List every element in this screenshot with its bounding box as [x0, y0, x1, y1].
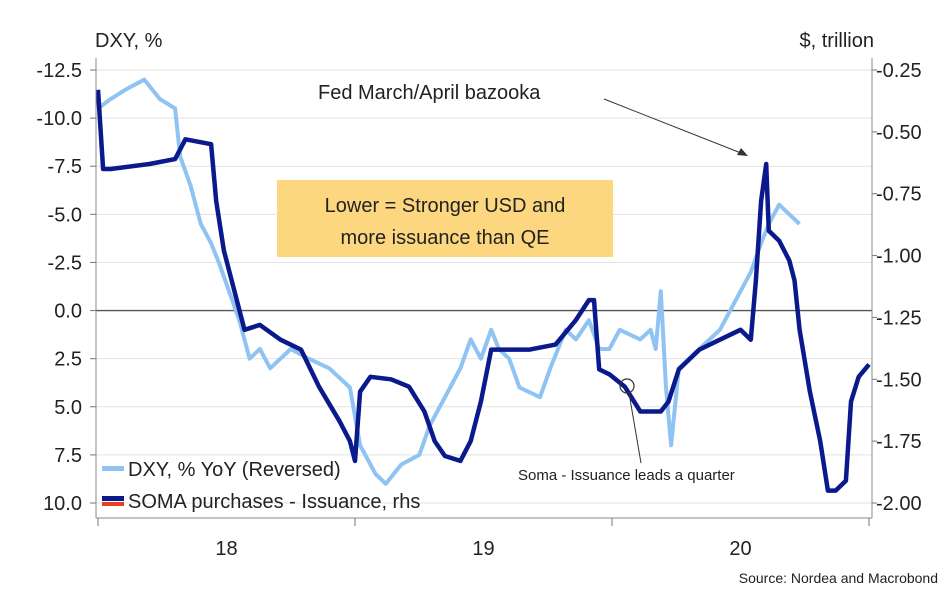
left-axis-label: DXY, %: [95, 30, 163, 52]
soma-annotation: Soma - Issuance leads a quarter: [518, 467, 735, 484]
x-tick-label: 18: [215, 538, 237, 560]
left-tick-label: -7.5: [48, 156, 82, 178]
left-tick-label: 7.5: [54, 445, 82, 467]
annotation-box-line-1: Lower = Stronger USD and: [325, 195, 566, 217]
right-tick-label: -1.25: [876, 307, 922, 329]
legend-swatch-dxy: [102, 466, 124, 471]
bazooka-arrowhead: [737, 148, 748, 156]
left-tick-label: -5.0: [48, 204, 82, 226]
legend-label-dxy: DXY, % YoY (Reversed): [128, 459, 341, 481]
left-tick-label: -12.5: [36, 60, 82, 82]
right-tick-label: -0.25: [876, 60, 922, 82]
soma-annotation-line: [628, 392, 642, 464]
left-tick-label: 0.0: [54, 301, 82, 323]
right-tick-label: -2.00: [876, 493, 922, 515]
legend-label-soma: SOMA purchases - Issuance, rhs: [128, 491, 420, 513]
left-tick-label: 10.0: [43, 493, 82, 515]
gridlines: [96, 69, 872, 504]
source-note: Source: Nordea and Macrobond: [739, 570, 938, 586]
bazooka-arrow: [603, 98, 747, 156]
right-tick-label: -0.75: [876, 184, 922, 206]
soma-line: [95, 89, 871, 493]
legend-swatch-soma: [102, 496, 124, 501]
right-tick-label: -1.50: [876, 369, 922, 391]
right-tick-label: -0.50: [876, 122, 922, 144]
x-tick-label: 20: [729, 538, 751, 560]
left-tick-label: 5.0: [54, 397, 82, 419]
legend: DXY, % YoY (Reversed) SOMA purchases - I…: [102, 459, 420, 513]
annotation-box-line-2: more issuance than QE: [341, 227, 550, 249]
dxy-line: [96, 77, 801, 486]
legend-swatch-red: [102, 502, 124, 506]
annotation-box: [277, 180, 613, 257]
x-tick-label: 19: [472, 538, 494, 560]
axes: -12.5 -10.0 -7.5 -5.0 -2.5 0.0 2.5 5.0 7.5 10.0 -0…: [36, 58, 922, 560]
series-group: [95, 77, 871, 493]
left-tick-label: -10.0: [36, 108, 82, 130]
left-tick-label: 2.5: [54, 349, 82, 371]
left-tick-label: -2.5: [48, 252, 82, 274]
soma-highlight-circle: [619, 378, 635, 394]
right-axis-label: $, trillion: [800, 30, 874, 52]
right-tick-label: -1.00: [876, 246, 922, 268]
right-tick-label: -1.75: [876, 431, 922, 453]
bazooka-annotation: Fed March/April bazooka: [318, 82, 541, 104]
